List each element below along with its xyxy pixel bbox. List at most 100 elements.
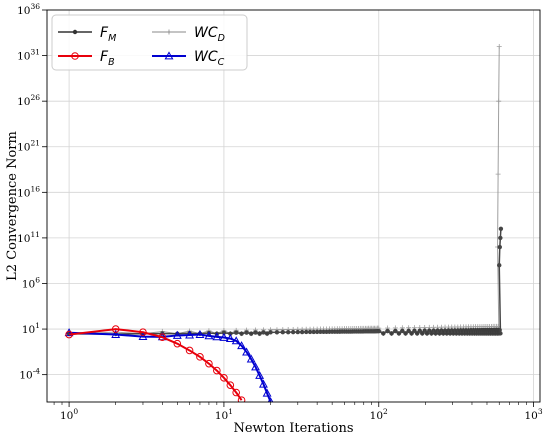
x-tick-label-1: 101 [215,407,233,422]
legend-item-0: FM [58,25,116,44]
legend-label-1: FB [100,49,115,68]
series-point-0 [403,331,408,336]
series-point-0 [311,329,316,335]
legend-label-0: FM [100,25,116,44]
series-point-3 [262,388,272,397]
series-point-3 [138,331,148,340]
series-point-3 [172,330,182,339]
series-point-0 [497,327,502,333]
series-point-3 [212,332,222,341]
series-point-1 [237,396,246,402]
x-axis-label: Newton Iterations [233,421,353,436]
series-point-0 [253,330,258,335]
y-tick-label-0: 10-4 [19,367,40,382]
series-point-3 [225,333,235,342]
series-point-3 [242,347,251,356]
series-point-0 [280,330,285,335]
series-point-0 [257,331,262,336]
series-point-1 [158,333,167,341]
series-point-0 [497,263,502,268]
y-tick-label-2: 106 [22,275,40,290]
series-point-0 [498,226,504,231]
legend-marker-2 [166,29,172,35]
series-point-0 [412,328,417,334]
series-3 [64,328,274,402]
legend-item-3: WCC [152,49,225,68]
series-point-3 [237,341,247,350]
series-point-0 [406,328,411,334]
series-point-3 [185,330,195,339]
series-point-3 [246,354,256,363]
series-point-1 [111,325,120,333]
legend-marker-1 [71,52,79,60]
series-point-3 [258,379,268,388]
series-point-0 [409,331,414,336]
y-tick-label-3: 1011 [17,230,40,245]
series-1 [65,325,246,402]
series-point-0 [314,329,320,335]
series-point-1 [196,353,204,361]
y-tick-label-8: 1036 [17,2,40,17]
series-point-0 [261,330,266,335]
plot-frame [46,9,541,403]
series-point-1 [139,328,147,337]
x-tick-label-0: 100 [60,407,78,422]
y-tick-label-5: 1021 [17,139,40,154]
series-point-0 [385,328,390,334]
series-point-0 [400,328,405,334]
legend: FM FB WCD WCC [51,14,248,71]
series-point-0 [381,331,386,336]
legend-box [51,14,248,71]
series-point-0 [295,329,300,335]
series-point-3 [255,370,265,379]
series-line-1 [68,328,243,401]
legend-item-1: FB [58,49,115,68]
y-axis-label: L2 Convergence Norm [5,131,20,281]
y-tick-label-4: 1016 [17,184,40,199]
series-point-3 [231,336,241,345]
series-point-1 [213,366,221,375]
series-point-0 [318,329,323,335]
series-point-0 [389,331,394,336]
x-tick-label-3: 103 [525,407,543,422]
series-point-0 [498,331,503,336]
series-point-0 [239,331,244,336]
series-point-1 [232,388,240,397]
series-point-3 [251,362,260,371]
series-point-0 [248,331,254,336]
series-0 [66,226,504,337]
series-point-0 [396,331,402,336]
legend-label-3: WCC [194,49,225,68]
series-point-2 [496,43,502,49]
series-point-0 [393,328,398,334]
legend-item-2: WCD [152,25,225,44]
x-tick-label-2: 102 [370,407,388,422]
y-tick-label-6: 1026 [17,93,40,108]
series-point-1 [173,339,182,348]
series-point-3 [64,328,74,337]
series-point-0 [498,235,503,241]
series-point-1 [65,330,73,339]
series-layer [64,43,504,402]
series-point-0 [264,331,270,336]
series-point-0 [274,330,280,335]
series-point-2 [495,171,501,177]
series-point-1 [185,346,194,355]
series-point-2 [496,98,502,104]
y-tick-label-7: 1031 [17,48,40,63]
series-point-3 [111,329,121,338]
series-point-3 [219,332,229,341]
series-point-0 [228,331,233,336]
legend-marker-0 [72,29,78,35]
series-point-0 [244,330,249,335]
series-point-0 [304,329,309,335]
series-point-0 [299,329,305,335]
y-tick-label-1: 101 [22,321,40,336]
series-point-0 [233,330,239,335]
legend-label-2: WCD [194,25,225,44]
legend-marker-3 [164,51,174,60]
series-point-0 [268,330,273,335]
series-point-0 [290,329,296,335]
